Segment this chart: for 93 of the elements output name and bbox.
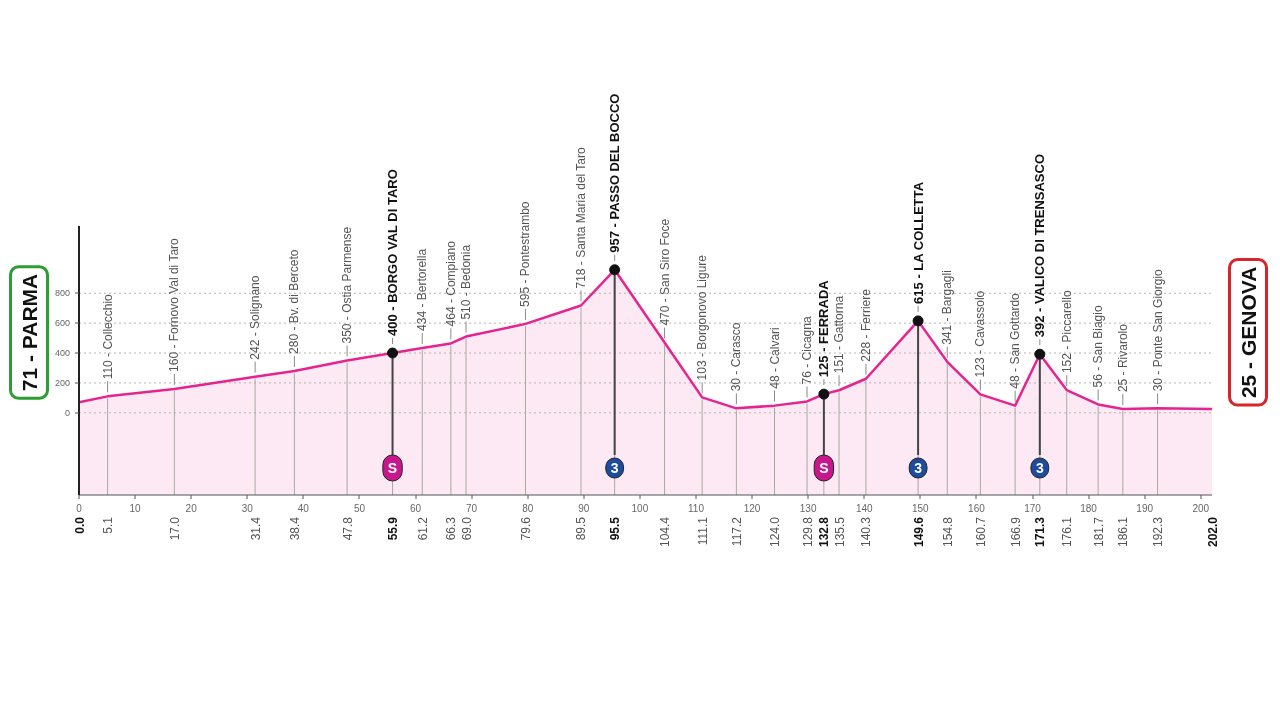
annotation: 595 - Pontestrambo	[518, 201, 533, 307]
annotation: 3	[914, 460, 923, 476]
x-tick-label: 0	[76, 503, 83, 514]
x-tick-label: 20	[185, 503, 198, 514]
x2-tick-label: 166.9	[1008, 516, 1023, 548]
annotation: 400 - BORGO VAL DI TARO	[385, 169, 401, 337]
x2-tick-label: 192.3	[1151, 516, 1166, 548]
x2-tick-label: 160.7	[973, 516, 988, 548]
x2-tick-label: 186.1	[1116, 516, 1131, 548]
annotation: 464 - Compiano	[443, 240, 458, 327]
x-tick-label: 90	[578, 503, 590, 514]
x-tick-label: 110	[688, 503, 705, 514]
x-tick-label: 70	[466, 503, 478, 514]
x-tick-label: 190	[1136, 503, 1154, 514]
x2-tick-label: 154.8	[940, 516, 955, 548]
x-tick-label: 170	[1024, 503, 1042, 514]
annotation: 510 - Bedonia	[459, 244, 474, 320]
y-tick-label: 0	[64, 407, 71, 418]
annotation: 392 - VALICO DI TRENSASCO	[1032, 153, 1048, 338]
annotation: 76 - Cicagna	[800, 316, 815, 385]
x2-tick-label: 66.3	[444, 516, 459, 541]
x2-tick-label: 61.2	[415, 516, 430, 541]
annotation: 280 - Bv. di Berceto	[287, 249, 302, 354]
annotation: 152 - Piccarello	[1059, 290, 1074, 374]
x2-tick-label: 132.8	[817, 516, 832, 548]
annotation: 3	[610, 460, 619, 476]
x-tick-label: 100	[631, 503, 649, 514]
annotation: 30 - Carasco	[729, 322, 744, 392]
x2-tick-label: 117.2	[729, 516, 744, 547]
x-tick-label: 10	[129, 503, 142, 514]
x2-tick-label: 55.9	[386, 516, 401, 541]
annotation: 718 - Santa Maria del Taro	[574, 146, 588, 289]
x2-tick-label: 0.0	[72, 516, 87, 534]
x2-tick-label: 79.6	[518, 516, 533, 541]
x-tick-label: 50	[353, 503, 366, 514]
x2-tick-label: 69.0	[459, 516, 474, 541]
x2-tick-label: 124.0	[768, 516, 782, 548]
annotation: 56 - San Biagio	[1091, 305, 1106, 388]
y-tick-label: 600	[54, 318, 71, 329]
x-tick-label: 120	[743, 503, 761, 514]
x2-tick-label: 129.8	[800, 516, 815, 548]
x-tick-label: 60	[409, 503, 422, 514]
annotation: S	[819, 460, 829, 476]
annotation: 341 - Bargagli	[940, 270, 955, 345]
annotation: 160 - Fornovo Val di Taro	[167, 237, 182, 372]
annotation: 470 - San Siro Foce	[657, 218, 672, 326]
x-tick-label: 180	[1080, 503, 1098, 514]
x2-tick-label: 95.5	[608, 516, 623, 541]
annotation: 110 - Collecchio	[100, 293, 115, 380]
x2-tick-label: 5.1	[101, 516, 116, 534]
x-tick-label: 150	[911, 503, 930, 514]
x2-tick-label: 149.6	[911, 516, 926, 548]
annotation: 123 - Cavassolo	[973, 290, 988, 378]
y-tick-label: 200	[54, 377, 71, 388]
annotation: 48 - San Gottardo	[1008, 292, 1023, 389]
x-tick-label: 160	[968, 503, 986, 514]
y-tick-label: 400	[54, 348, 71, 359]
x2-tick-label: 171.3	[1033, 516, 1048, 548]
annotation: 615 - LA COLLETTA	[910, 181, 926, 304]
x2-tick-label: 31.4	[248, 516, 263, 541]
x2-tick-label: 176.1	[1060, 516, 1075, 548]
annotation: 48 - Calvari	[767, 327, 782, 389]
x2-tick-label: 17.0	[167, 516, 182, 541]
x2-tick-label: 135.5	[832, 516, 847, 548]
y-tick-label: 800	[54, 288, 71, 299]
x2-tick-label: 104.4	[658, 516, 673, 548]
x2-tick-label: 89.5	[574, 516, 589, 541]
x2-tick-label: 140.3	[859, 516, 874, 548]
annotation: 242 - Solignano	[248, 275, 263, 360]
annotation: 434 - Bertorella	[415, 248, 430, 331]
x-tick-label: 80	[522, 503, 534, 514]
annotation: S	[387, 460, 398, 476]
annotation: 71 - PARMA	[17, 273, 41, 392]
annotation: 3	[1035, 460, 1044, 476]
x2-tick-label: 202.0	[1205, 516, 1220, 548]
x2-tick-label: 181.7	[1091, 516, 1106, 548]
x-tick-label: 40	[297, 503, 310, 514]
annotation: 30 - Ponte San Giorgio	[1150, 268, 1165, 392]
annotation: 350 - Ostia Parmense	[340, 226, 355, 344]
x2-tick-label: 111.1	[695, 516, 710, 546]
annotation: 125 - FERRADA	[816, 279, 832, 378]
x-tick-label: 200	[1192, 503, 1210, 514]
annotation: 228 - Ferriere	[858, 288, 873, 362]
annotation: 957 - PASSO DEL BOCCO	[607, 93, 623, 253]
x2-tick-label: 47.8	[340, 516, 355, 541]
x-tick-label: 30	[241, 503, 254, 514]
x-tick-label: 130	[799, 503, 817, 514]
annotation: 25 - Rivarolo	[1115, 323, 1130, 393]
annotation: 151 - Gattorna	[832, 295, 847, 374]
x2-tick-label: 38.4	[287, 516, 302, 541]
x-tick-label: 140	[855, 503, 874, 514]
annotation: 103 - Borgonovo Ligure	[695, 254, 710, 381]
annotation: 25 - GENOVA	[1236, 266, 1260, 399]
